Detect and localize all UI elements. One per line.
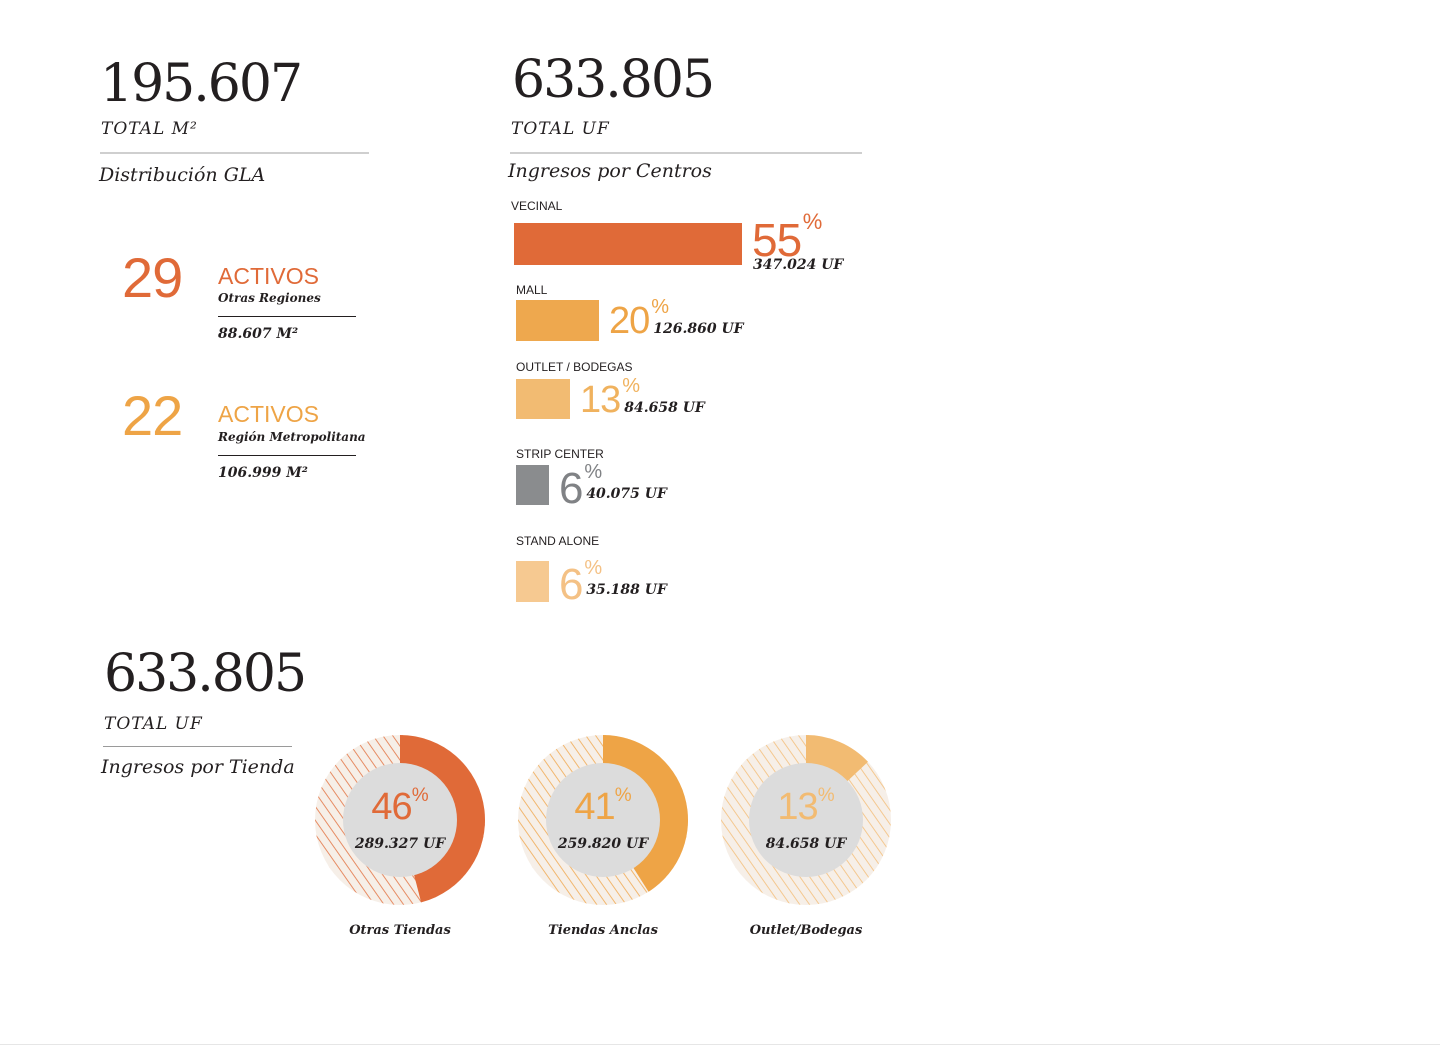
donut-percent-sign: %: [411, 785, 429, 806]
centros-bar: [516, 300, 599, 341]
donut-center: [749, 763, 863, 877]
centros-uf-value: 40.075 UF: [586, 486, 667, 502]
donut-percent-sign: %: [817, 785, 835, 806]
centros-percent-value: 20: [609, 300, 650, 342]
centros-uf-value: 35.188 UF: [586, 582, 667, 598]
centros-percent-sign: %: [802, 209, 823, 234]
tienda-donut: [721, 735, 891, 905]
donut-caption: Otras Tiendas: [349, 923, 451, 938]
tienda-total-value: 633.805: [104, 644, 307, 704]
donut-center: [546, 763, 660, 877]
gla-total-label: TOTAL M²: [101, 119, 198, 139]
asset-count-metropolitana: 22: [122, 384, 183, 447]
asset-m2-metropolitana: 106.999 M²: [218, 465, 308, 481]
asset-divider-otras-regiones: [218, 316, 356, 317]
centros-total-label: TOTAL UF: [511, 119, 610, 139]
centros-total-value: 633.805: [512, 50, 715, 110]
centros-bar: [514, 223, 742, 265]
centros-percent-sign: %: [622, 375, 641, 397]
centros-uf-value: 126.860 UF: [653, 321, 744, 337]
centros-percent-value: 6: [559, 464, 584, 513]
centros-bar: [516, 561, 549, 602]
centros-uf-value: 347.024 UF: [753, 257, 844, 273]
centros-bar: [516, 379, 570, 419]
tienda-donut: [518, 735, 689, 905]
donut-percent: 13%: [736, 786, 876, 826]
centros-category-label: VECINAL: [511, 199, 563, 213]
asset-m2-otras-regiones: 88.607 M²: [218, 326, 299, 342]
tienda-donut: [315, 735, 486, 905]
centros-percent-sign: %: [651, 296, 670, 318]
asset-region-metropolitana: Región Metropolitana: [218, 430, 366, 444]
donut-uf-value: 259.820 UF: [557, 836, 649, 852]
donut-percent-value: 13: [777, 786, 818, 828]
tienda-section-title: Ingresos por Tienda: [101, 756, 295, 778]
centros-percent-sign: %: [584, 461, 603, 483]
asset-count-otras-regiones: 29: [122, 246, 183, 309]
centros-uf-value: 84.658 UF: [624, 400, 705, 416]
donut-percent-value: 46: [371, 786, 412, 828]
centros-category-label: OUTLET / BODEGAS: [516, 360, 633, 374]
tienda-divider: [103, 746, 292, 747]
centros-percent-sign: %: [584, 557, 603, 579]
gla-total-value: 195.607: [100, 54, 303, 114]
asset-word-metropolitana: ACTIVOS: [218, 401, 319, 427]
centros-percent-value: 6: [559, 560, 584, 609]
donut-center: [343, 763, 457, 877]
centros-percent-value: 13: [580, 379, 621, 421]
asset-word-otras-regiones: ACTIVOS: [218, 263, 319, 289]
asset-divider-metropolitana: [218, 455, 356, 456]
centros-category-label: STRIP CENTER: [516, 447, 604, 461]
gla-section-title: Distribución GLA: [99, 164, 266, 186]
donut-percent: 41%: [533, 786, 673, 826]
centros-category-label: MALL: [516, 283, 548, 297]
donut-caption: Outlet/Bodegas: [749, 923, 863, 938]
tienda-total-label: TOTAL UF: [104, 714, 203, 734]
asset-region-otras-regiones: Otras Regiones: [218, 291, 321, 305]
centros-percent-value: 55: [752, 214, 802, 266]
gla-divider: [100, 152, 369, 154]
centros-divider: [510, 152, 862, 154]
donut-percent-sign: %: [614, 785, 632, 806]
donut-caption: Tiendas Anclas: [548, 923, 658, 938]
centros-bar: [516, 465, 549, 505]
centros-section-title: Ingresos por Centros: [508, 160, 712, 182]
donut-percent: 46%: [330, 786, 470, 826]
donut-uf-value: 84.658 UF: [765, 836, 847, 852]
centros-category-label: STAND ALONE: [516, 534, 600, 548]
donut-uf-value: 289.327 UF: [354, 836, 446, 852]
page-bottom-divider: [0, 1044, 1440, 1045]
donut-percent-value: 41: [574, 786, 615, 828]
